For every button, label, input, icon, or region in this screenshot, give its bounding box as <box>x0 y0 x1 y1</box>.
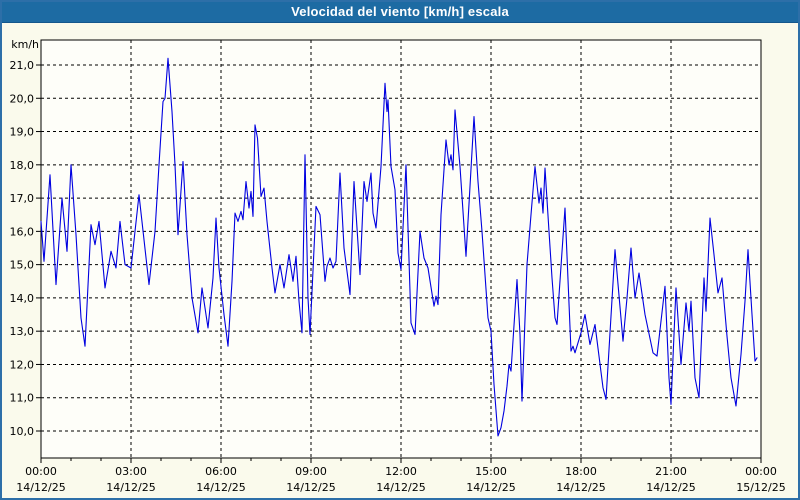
y-axis-tick-label: 11,0 <box>10 392 35 405</box>
x-axis-date-label: 14/12/25 <box>196 481 245 494</box>
x-axis-date-label: 14/12/25 <box>106 481 155 494</box>
x-axis-date-label: 15/12/25 <box>736 481 785 494</box>
x-axis-time-label: 03:00 <box>115 465 147 478</box>
x-axis-time-label: 21:00 <box>655 465 687 478</box>
y-axis-tick-label: 12,0 <box>10 358 35 371</box>
x-axis-time-label: 06:00 <box>205 465 237 478</box>
x-axis-date-label: 14/12/25 <box>466 481 515 494</box>
x-axis-time-label: 18:00 <box>565 465 597 478</box>
chart-title: Velocidad del viento [km/h] escala <box>291 3 509 19</box>
x-axis-time-label: 00:00 <box>745 465 777 478</box>
y-axis-unit-label: km/h <box>11 38 39 51</box>
x-axis-time-label: 15:00 <box>475 465 507 478</box>
x-axis-time-label: 12:00 <box>385 465 417 478</box>
y-axis-tick-label: 16,0 <box>10 225 35 238</box>
chart-title-bar: Velocidad del viento [km/h] escala <box>2 2 798 23</box>
y-axis-tick-label: 18,0 <box>10 159 35 172</box>
plot-border <box>40 39 762 459</box>
y-axis-tick-label: 10,0 <box>10 425 35 438</box>
x-axis-time-label: 00:00 <box>25 465 57 478</box>
y-axis-tick-label: 20,0 <box>10 92 35 105</box>
y-axis-tick-label: 15,0 <box>10 259 35 272</box>
y-axis-tick-label: 19,0 <box>10 126 35 139</box>
x-axis-date-label: 14/12/25 <box>376 481 425 494</box>
y-axis-tick-label: 21,0 <box>10 59 35 72</box>
x-axis-time-label: 09:00 <box>295 465 327 478</box>
wind-speed-line <box>40 57 758 437</box>
y-axis-tick-label: 14,0 <box>10 292 35 305</box>
y-axis-tick-label: 13,0 <box>10 325 35 338</box>
y-axis-tick-label: 17,0 <box>10 192 35 205</box>
x-axis-date-label: 14/12/25 <box>556 481 605 494</box>
x-axis-date-label: 14/12/25 <box>286 481 335 494</box>
x-axis-date-label: 14/12/25 <box>646 481 695 494</box>
x-axis-date-label: 14/12/25 <box>16 481 65 494</box>
